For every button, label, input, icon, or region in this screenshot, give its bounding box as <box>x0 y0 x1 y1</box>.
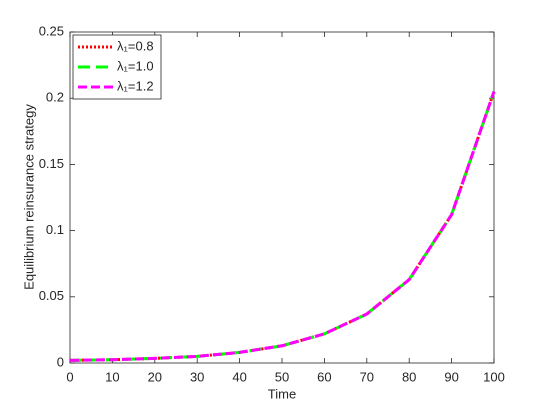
x-tick-label: 30 <box>190 369 204 384</box>
legend-label: λ₁=1.2 <box>117 78 154 93</box>
x-tick-label: 70 <box>360 369 374 384</box>
y-tick-label: 0 <box>57 354 64 369</box>
legend-label: λ₁=0.8 <box>117 38 154 53</box>
x-axis-label: Time <box>268 386 296 401</box>
x-tick-label: 90 <box>444 369 458 384</box>
x-tick-label: 50 <box>275 369 289 384</box>
legend-label: λ₁=1.0 <box>117 58 154 73</box>
y-tick-label: 0.1 <box>46 222 64 237</box>
x-tick-label: 80 <box>402 369 416 384</box>
data-line <box>69 91 496 362</box>
y-tick-label: 0.2 <box>46 90 64 105</box>
y-tick-label: 0.15 <box>39 156 64 171</box>
y-tick-label: 0.25 <box>39 23 64 38</box>
x-tick-label: 60 <box>317 369 331 384</box>
x-tick-label: 100 <box>483 369 505 384</box>
y-tick-label: 0.05 <box>39 288 64 303</box>
x-tick-label: 10 <box>105 369 119 384</box>
x-tick-label: 0 <box>66 369 73 384</box>
y-axis-label: Equilibrium reinsurance strategy <box>21 104 36 290</box>
x-tick-label: 20 <box>148 369 162 384</box>
x-tick-label: 40 <box>232 369 246 384</box>
